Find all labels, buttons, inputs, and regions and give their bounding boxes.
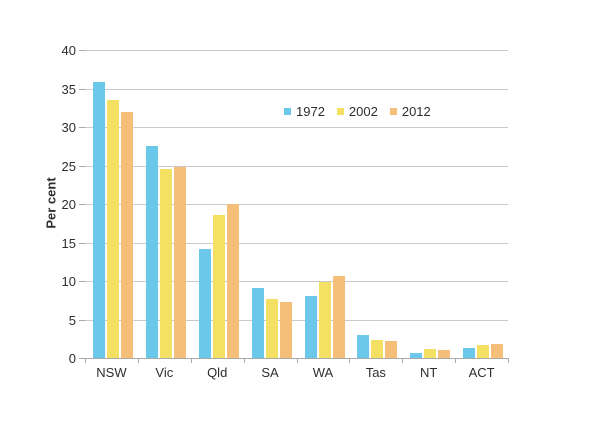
chart-legend: 1972 2002 2012 [284,104,431,119]
bar-NSW-2012 [121,111,133,358]
legend-swatch-1972-icon [284,108,291,115]
y-tick-label-35: 35 [61,81,76,97]
gridline-25 [85,165,508,167]
x-axis-line [85,358,509,359]
y-tick-10 [79,281,85,282]
y-tick-30 [79,127,85,128]
y-tick-label-20: 20 [61,197,76,212]
x-category-label-WA: WA [312,365,334,380]
y-tick-label-30: 30 [61,120,76,135]
bar-Vic-1972 [145,146,158,358]
bar-SA-2012 [279,301,292,358]
x-category-label-ACT: ACT [468,365,495,380]
legend-item-2012: 2012 [389,104,431,119]
y-tick-35 [79,88,85,90]
legend-label-1972: 1972 [296,104,325,119]
x-category-label-SA: SA [261,365,279,380]
legend-label-2002: 2002 [348,104,378,119]
gridline-15 [85,242,508,244]
bar-NSW-1972 [93,81,105,358]
y-tick-label-0: 0 [68,351,76,366]
y-tick-5 [79,319,85,321]
y-tick-0 [79,358,85,359]
gridline-20 [85,204,508,205]
bar-WA-2002 [318,281,331,358]
x-tick-6 [402,359,404,363]
x-category-label-NT: NT [420,365,438,380]
y-tick-label-5: 5 [68,312,76,328]
bar-WA-1972 [304,295,317,358]
legend-item-2002: 2002 [336,104,378,119]
bar-SA-1972 [251,287,264,358]
y-tick-label-15: 15 [61,235,76,251]
gridline-35 [85,88,508,90]
bar-Tas-2012 [385,341,398,358]
bar-Qld-2012 [226,204,239,358]
bar-Vic-2012 [173,167,186,358]
x-tick-4 [296,359,298,363]
bar-WA-2012 [332,275,345,358]
gridline-40 [85,50,508,51]
y-tick-label-40: 40 [61,43,76,58]
x-tick-7 [455,359,457,363]
x-tick-3 [243,359,245,363]
y-tick-label-25: 25 [61,158,76,174]
bar-NSW-2002 [107,100,119,358]
bar-ACT-1972 [463,347,476,358]
bar-Tas-1972 [357,334,370,358]
x-tick-5 [349,359,351,363]
y-tick-25 [79,165,85,167]
bar-ACT-2012 [491,344,504,358]
legend-swatch-2012-icon [389,108,397,115]
legend-item-1972: 1972 [284,104,325,119]
x-tick-2 [190,359,192,363]
bar-NT-2012 [438,349,451,358]
gridline-30 [85,127,508,128]
bar-Tas-2002 [371,339,384,358]
x-category-label-Qld: Qld [207,365,228,380]
gridline-5 [85,319,508,321]
y-tick-15 [79,242,85,244]
bar-SA-2002 [265,298,278,358]
x-category-label-NSW: NSW [96,365,127,380]
y-tick-40 [79,50,85,51]
x-tick-0 [85,359,86,363]
y-tick-20 [79,204,85,205]
x-category-label-Vic: Vic [155,365,174,380]
legend-label-2012: 2012 [401,104,431,119]
gridline-10 [85,281,508,282]
bar-ACT-2002 [477,344,490,358]
bar-NT-1972 [410,352,423,358]
y-axis-title: Per cent [43,177,59,229]
legend-swatch-2002-icon [336,108,344,115]
bar-NT-2002 [424,348,437,358]
x-tick-1 [137,359,139,363]
bar-Qld-1972 [198,248,211,358]
y-tick-label-10: 10 [61,274,76,289]
bar-Qld-2002 [212,214,225,358]
x-category-label-Tas: Tas [365,365,386,380]
bar-Vic-2002 [159,168,172,358]
x-tick-8 [508,359,509,363]
